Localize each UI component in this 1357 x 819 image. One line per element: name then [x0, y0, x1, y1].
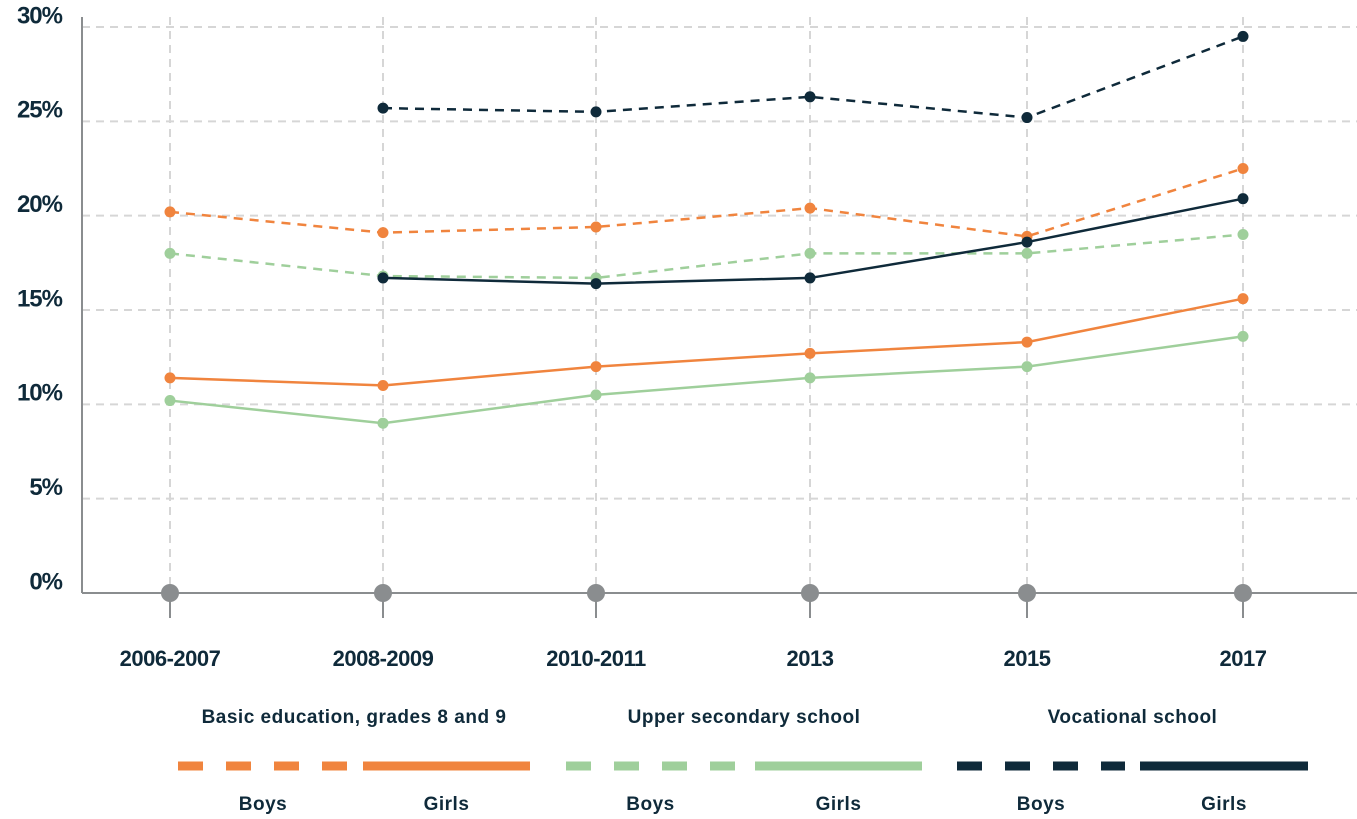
- data-point: [590, 361, 602, 373]
- legend-label: Boys: [239, 794, 287, 815]
- y-tick-label: 5%: [29, 474, 62, 501]
- x-tick-label: 2013: [787, 646, 834, 671]
- data-point: [804, 202, 816, 214]
- x-tick-dot: [1018, 584, 1036, 602]
- series-line: [382, 35, 1244, 119]
- data-point: [164, 395, 176, 407]
- x-tick-dot: [1234, 584, 1252, 602]
- x-tick-dot: [374, 584, 392, 602]
- data-point: [164, 372, 176, 384]
- data-point: [1237, 163, 1249, 174]
- series-line: [169, 335, 1244, 425]
- data-point: [590, 221, 602, 233]
- data-point: [590, 389, 602, 401]
- y-tick-label: 10%: [17, 380, 63, 407]
- data-point: [377, 102, 389, 114]
- x-tick-label: 2006-2007: [120, 646, 221, 671]
- legend-label: Girls: [1201, 794, 1247, 815]
- legend-label: Boys: [626, 794, 674, 815]
- data-point: [164, 206, 176, 218]
- series-line: [169, 167, 1244, 238]
- data-point: [804, 372, 816, 384]
- legend-label: Boys: [1017, 794, 1065, 815]
- data-point: [804, 91, 816, 103]
- data-point: [1021, 247, 1033, 259]
- data-point: [1237, 193, 1249, 205]
- data-point: [1021, 236, 1033, 248]
- data-point: [1021, 112, 1033, 124]
- data-point: [377, 417, 389, 429]
- y-tick-label: 0%: [29, 568, 62, 595]
- y-tick-label: 30%: [17, 2, 63, 29]
- data-point: [1021, 336, 1033, 348]
- data-point: [1237, 293, 1249, 305]
- x-tick-dot: [161, 584, 179, 602]
- y-tick-label: 15%: [17, 285, 63, 312]
- data-point: [377, 272, 389, 284]
- legend-group-label: Vocational school: [1048, 707, 1218, 728]
- y-tick-label: 25%: [17, 97, 63, 124]
- data-point: [1237, 30, 1249, 42]
- data-point: [804, 347, 816, 359]
- data-point: [804, 247, 816, 259]
- data-point: [590, 278, 602, 290]
- x-tick-label: 2010-2011: [546, 646, 646, 671]
- x-tick-label: 2017: [1220, 646, 1267, 671]
- data-point: [164, 247, 176, 259]
- data-point: [377, 379, 389, 391]
- series-line: [169, 233, 1244, 280]
- data-point: [1237, 229, 1249, 241]
- data-point: [1021, 361, 1033, 373]
- legend-label: Girls: [816, 794, 862, 815]
- x-tick-label: 2015: [1004, 646, 1051, 671]
- data-point: [590, 106, 602, 118]
- legend-group-label: Basic education, grades 8 and 9: [202, 707, 507, 728]
- legend-group-label: Upper secondary school: [628, 707, 861, 728]
- data-point: [377, 227, 389, 239]
- x-tick-label: 2008-2009: [333, 646, 434, 671]
- x-tick-dot: [587, 584, 605, 602]
- x-tick-dot: [801, 584, 819, 602]
- data-point: [1237, 330, 1249, 342]
- data-point: [804, 272, 816, 284]
- series-line: [169, 297, 1244, 387]
- y-tick-label: 20%: [17, 191, 63, 218]
- legend-label: Girls: [424, 794, 470, 815]
